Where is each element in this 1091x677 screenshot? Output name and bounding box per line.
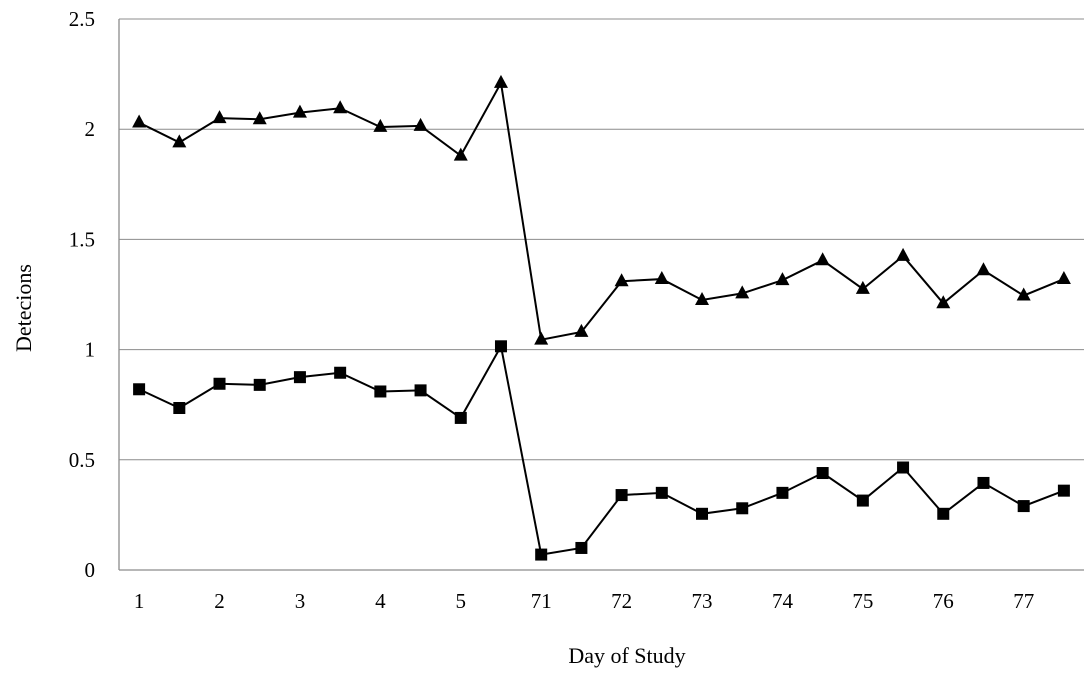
square-marker	[133, 383, 146, 396]
x-tick-label: 72	[611, 589, 632, 613]
y-axis-title: Detecions	[11, 264, 36, 352]
y-tick-label: 1	[85, 338, 96, 362]
square-marker	[937, 507, 950, 520]
square-marker	[696, 507, 709, 520]
square-marker	[173, 402, 186, 415]
square-marker	[334, 366, 347, 379]
triangle-marker	[614, 273, 629, 287]
x-tick-label: 5	[456, 589, 467, 613]
triangle-marker	[775, 272, 790, 286]
square-marker	[213, 377, 226, 390]
y-tick-label: 1.5	[69, 227, 95, 251]
square-marker	[655, 486, 668, 499]
series-1-line	[138, 79, 1065, 341]
square-marker	[1017, 500, 1030, 513]
square-marker	[1057, 484, 1070, 497]
triangle-marker	[413, 117, 428, 131]
triangle-marker	[1016, 287, 1031, 301]
x-axis-title: Day of Study	[568, 643, 685, 668]
triangle-marker	[453, 147, 468, 161]
square-marker	[253, 378, 266, 391]
x-tick-label: 1	[134, 589, 145, 613]
square-marker	[816, 467, 829, 480]
square-marker	[535, 548, 548, 561]
triangle-marker	[292, 104, 307, 118]
x-tick-label: 2	[214, 589, 225, 613]
x-tick-label: 4	[375, 589, 386, 613]
triangle-marker	[896, 247, 911, 261]
square-marker	[374, 385, 387, 398]
series-layer	[132, 74, 1071, 561]
y-tick-label: 2	[85, 117, 96, 141]
square-marker	[856, 494, 869, 507]
triangle-marker	[1056, 271, 1071, 285]
triangle-marker	[172, 134, 187, 148]
square-marker	[736, 502, 749, 515]
square-marker	[575, 541, 588, 554]
square-marker	[293, 371, 306, 384]
y-tick-labels: 0 0.5 1 1.5 2 2.5	[69, 7, 95, 582]
triangle-marker	[132, 114, 147, 128]
triangle-marker	[212, 110, 227, 124]
x-tick-label: 75	[852, 589, 873, 613]
square-marker	[454, 411, 467, 424]
square-marker	[897, 461, 910, 474]
square-marker	[494, 340, 507, 353]
axes	[118, 19, 1084, 571]
series-1	[132, 74, 1071, 345]
gridlines	[119, 18, 1084, 461]
triangle-marker	[373, 118, 388, 132]
y-tick-label: 0.5	[69, 448, 95, 472]
square-marker	[414, 384, 427, 397]
series-2	[133, 340, 1070, 561]
x-tick-labels: 1 2 3 4 5 71 72 73 74 75 76 77	[134, 589, 1034, 613]
triangle-marker	[493, 74, 508, 88]
triangle-marker	[695, 291, 710, 305]
triangle-marker	[574, 323, 589, 337]
triangle-marker	[936, 295, 951, 309]
x-tick-label: 74	[772, 589, 794, 613]
square-marker	[776, 486, 789, 499]
triangle-marker	[735, 285, 750, 299]
square-marker	[977, 476, 990, 489]
triangle-marker	[976, 262, 991, 276]
y-tick-label: 0	[85, 558, 96, 582]
square-marker	[615, 489, 628, 502]
triangle-marker	[534, 331, 549, 345]
x-tick-label: 73	[692, 589, 713, 613]
triangle-marker	[855, 280, 870, 294]
triangle-marker	[654, 271, 669, 285]
triangle-marker	[333, 100, 348, 114]
x-tick-label: 76	[933, 589, 954, 613]
series-2-line	[138, 343, 1065, 556]
x-tick-label: 71	[531, 589, 552, 613]
x-tick-label: 3	[295, 589, 306, 613]
y-tick-label: 2.5	[69, 7, 95, 31]
triangle-marker	[815, 252, 830, 266]
x-tick-label: 77	[1013, 589, 1034, 613]
triangle-marker	[252, 111, 267, 125]
